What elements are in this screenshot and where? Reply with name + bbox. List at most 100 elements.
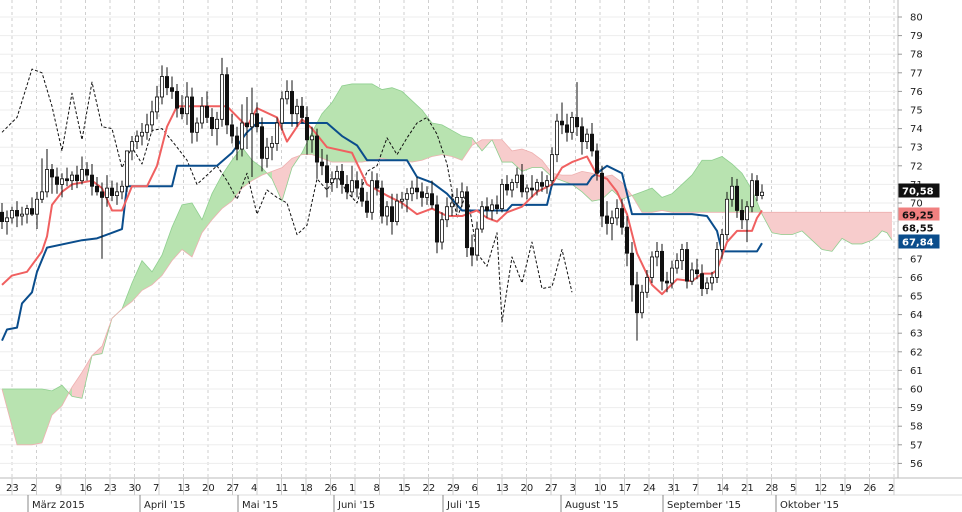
price-tag-box [898,234,940,249]
candle-body-up [409,187,414,195]
kumo-bearish-segment [72,372,82,399]
x-tick-label: 28 [766,483,779,494]
kumo-bullish-segment [32,389,42,445]
candle-body-down [565,124,570,133]
candle [239,104,244,157]
candle-body-up [555,120,560,156]
candle [439,212,444,250]
candle [625,216,630,267]
candlestick-layer [0,57,765,341]
y-tick-label: 61 [910,366,923,377]
month-label: April '15 [144,500,186,511]
kumo-bearish-segment [772,212,782,235]
candle-body-down [530,187,535,191]
candle [199,96,204,129]
candle [720,229,725,259]
candle [105,175,110,207]
candle [279,91,284,131]
kumo-bullish-segment [412,100,422,163]
candle [745,201,750,243]
candle-body-down [740,210,745,221]
kumo-bearish-segment [877,212,882,237]
kumo-bullish-segment [332,85,342,163]
y-tick-label: 65 [910,292,923,303]
kumo-bearish-segment [812,212,822,250]
candle [209,108,214,137]
kumo-bullish-segment [182,203,192,257]
candle-body-up [499,183,504,209]
price-tag: 70,58 [898,183,940,198]
candle-body-up [5,217,10,223]
candle-body-down [635,284,640,314]
candle-body-down [695,269,700,275]
candle [459,182,464,207]
candle-body-up [680,249,685,262]
candle-body-up [199,105,204,124]
candle [45,149,50,198]
kumo-bullish-segment [342,83,352,163]
candle-body-up [585,133,590,143]
candle-body-up [439,219,444,243]
candle [424,186,429,205]
kumo-bearish-segment [882,212,887,233]
y-tick-label: 70 [910,199,923,210]
x-tick-label: 13 [496,483,509,494]
candle [414,176,419,200]
candle-body-up [129,141,134,152]
candle [364,191,369,218]
candle-body-up [154,96,159,113]
kumo-bearish-segment [887,212,892,241]
x-tick-label: 23 [104,483,117,494]
candle [449,193,454,217]
candle-body-down [560,120,565,126]
candle [429,180,434,209]
candle-body-down [209,117,214,130]
candle [730,176,735,207]
candle-body-down [580,126,585,143]
candle [184,82,189,125]
candle [409,180,414,202]
candle-body-up [444,206,449,221]
candle [610,210,615,241]
x-tick-label: 14 [717,483,730,494]
candle [204,91,209,124]
candle [499,178,504,213]
kumo-bullish-segment [402,91,412,163]
candle [120,180,125,200]
candle-body-down [419,191,424,198]
candle [139,123,144,146]
candle [550,147,555,187]
candle [164,67,169,96]
x-tick-label: 1 [349,483,355,494]
cloud-layer [1,83,893,446]
candle-body-up [459,191,464,198]
candle-body-up [615,208,620,219]
candle [525,184,530,200]
price-tag: 68,55 [898,220,940,235]
candle [35,191,40,230]
candle-body-down [189,96,194,133]
candle [70,171,75,190]
candle [504,175,509,196]
candle [254,102,259,133]
kumo-bearish-segment [862,212,872,244]
x-tick-label: 27 [545,483,558,494]
candle [600,165,605,228]
candle-body-down [700,273,705,289]
candle [590,123,595,157]
y-tick-label: 75 [910,106,923,117]
candle [419,182,424,207]
x-tick-label: 2 [888,483,894,494]
candle-body-down [0,211,4,223]
x-tick-label: 19 [839,483,852,494]
candle [530,175,535,198]
candle-body-up [134,135,139,143]
candle-body-up [149,111,154,126]
y-tick-label: 56 [910,459,923,470]
candle-body-up [219,74,224,120]
candle-body-down [100,191,105,198]
x-tick-label: 26 [325,483,338,494]
x-tick-label: 29 [447,483,460,494]
candle-body-down [374,180,379,189]
